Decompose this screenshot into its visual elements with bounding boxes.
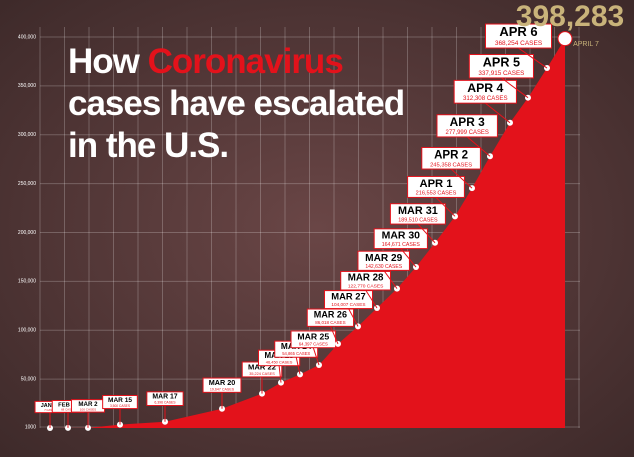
- y-tick-label: 200,000: [18, 230, 36, 236]
- y-tick-label: 300,000: [18, 132, 36, 138]
- leader-line: [295, 357, 301, 375]
- value-label: 86,018 CASES: [315, 320, 345, 325]
- leader-line: [450, 168, 473, 189]
- value-label: 6,396 CASES: [154, 401, 176, 405]
- y-tick-label: 350,000: [18, 83, 36, 89]
- date-label: MAR 22: [248, 362, 276, 371]
- data-point: [557, 31, 573, 47]
- leader-line: [484, 102, 511, 124]
- y-tick-label: 100,000: [18, 328, 36, 334]
- leader-line: [518, 47, 548, 69]
- leader-line: [329, 326, 339, 345]
- value-label: 189,510 CASES: [398, 217, 438, 223]
- leader-line: [365, 289, 378, 309]
- title-part: Coronavirus: [148, 42, 344, 81]
- value-label: 46,450 CASES: [266, 360, 293, 365]
- label-box: [357, 250, 410, 271]
- value-label: 312,308 CASES: [463, 95, 508, 102]
- leader-line: [383, 270, 398, 289]
- leader-line: [312, 347, 320, 366]
- title-part: cases have escalated: [68, 84, 404, 123]
- date-label: MAR 26: [314, 310, 347, 320]
- date-label: MAR 28: [348, 273, 384, 284]
- value-label: 216,553 CASES: [416, 191, 457, 197]
- date-label: APR 1: [420, 178, 453, 190]
- label-box: [146, 391, 184, 407]
- final-value: 398,283: [516, 0, 624, 33]
- label-box: [373, 228, 428, 250]
- date-label: APR 4: [467, 81, 503, 95]
- label-box: [324, 290, 373, 310]
- value-label: 3,500 CASES: [110, 404, 131, 408]
- label-box: [389, 203, 446, 225]
- leader-line: [435, 197, 456, 217]
- date-label: FEB 29: [58, 402, 78, 408]
- date-label: APR 3: [450, 115, 485, 129]
- label-box: [102, 394, 138, 410]
- label-box: [340, 270, 391, 291]
- y-tick-label: 400,000: [18, 34, 36, 40]
- label-box: [436, 114, 498, 138]
- value-label: 164,671 CASES: [382, 242, 421, 248]
- value-label: 100 CASES: [80, 407, 96, 411]
- label-box: [407, 175, 465, 198]
- value-label: 54,865 CASES: [282, 351, 310, 356]
- area: [50, 38, 565, 428]
- label-box: [202, 377, 242, 393]
- value-label: 122,770 CASES: [348, 284, 384, 290]
- leader-line: [400, 248, 417, 268]
- value-label: 368,254 CASES: [495, 40, 543, 47]
- value-label: 64,397 CASES: [299, 342, 328, 347]
- leader-line: [278, 365, 282, 383]
- value-label: 142,630 CASES: [365, 264, 402, 270]
- value-label: 337,915 CASES: [478, 70, 524, 77]
- y-tick-label: 150,000: [18, 279, 36, 285]
- title-part: in the U.S.: [68, 126, 228, 165]
- value-label: 104,007 CASES: [331, 302, 365, 307]
- date-label: MAR 17: [152, 394, 177, 401]
- final-date: APRIL 7: [573, 41, 599, 48]
- label-box: [421, 146, 481, 170]
- y-tick-label: 1000: [25, 424, 36, 430]
- date-label: MAR 29: [365, 253, 402, 264]
- date-label: APR 2: [434, 149, 468, 161]
- value-label: 245,358 CASES: [430, 162, 472, 168]
- y-tick-label: 250,000: [18, 181, 36, 187]
- value-label: 68 CASES: [61, 408, 75, 412]
- date-label: MAR 2: [78, 401, 98, 408]
- date-label: MAR 31: [398, 205, 438, 217]
- value-label: 277,999 CASES: [446, 130, 489, 136]
- date-label: JAN 31: [41, 403, 60, 409]
- value-label: 19,647 CASES: [210, 387, 235, 391]
- date-label: MAR 30: [382, 231, 421, 242]
- chart-title: How Coronavirus cases have escalated in …: [68, 42, 413, 165]
- value-label: 35,224 CASES: [249, 372, 275, 376]
- date-label: MAR 15: [108, 397, 132, 404]
- y-tick-label: 50,000: [21, 376, 37, 382]
- leader-line: [501, 77, 529, 99]
- date-label: APR 5: [483, 55, 520, 69]
- date-label: MAR 20: [209, 378, 236, 387]
- leader-line: [417, 223, 436, 244]
- label-box: [468, 54, 534, 79]
- leader-line: [348, 308, 359, 327]
- label-box: [453, 79, 517, 104]
- leader-line: [466, 136, 491, 157]
- date-label: MAR 27: [331, 291, 365, 302]
- label-box: [485, 23, 552, 49]
- date-label: APR 6: [499, 24, 537, 39]
- value-label: 7 CASES: [44, 408, 56, 412]
- title-part: How: [68, 42, 141, 81]
- date-label: MAR 25: [297, 331, 329, 341]
